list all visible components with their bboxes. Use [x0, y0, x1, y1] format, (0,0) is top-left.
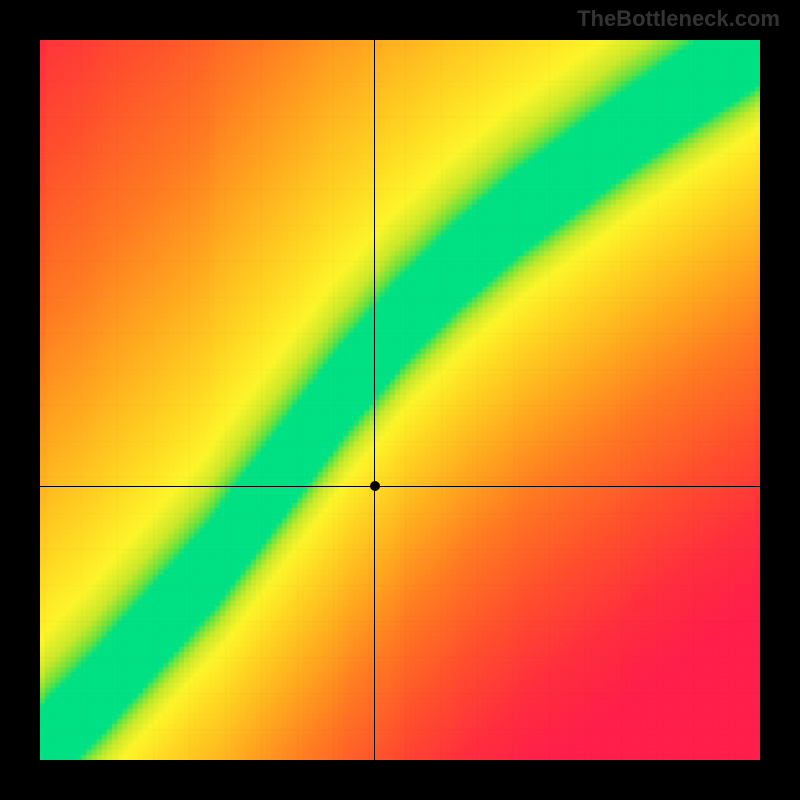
bottleneck-heatmap — [40, 40, 760, 760]
crosshair-vertical — [374, 40, 375, 760]
chart-container: TheBottleneck.com — [0, 0, 800, 800]
crosshair-horizontal — [40, 486, 760, 487]
selection-marker — [370, 481, 380, 491]
watermark-text: TheBottleneck.com — [577, 6, 780, 32]
